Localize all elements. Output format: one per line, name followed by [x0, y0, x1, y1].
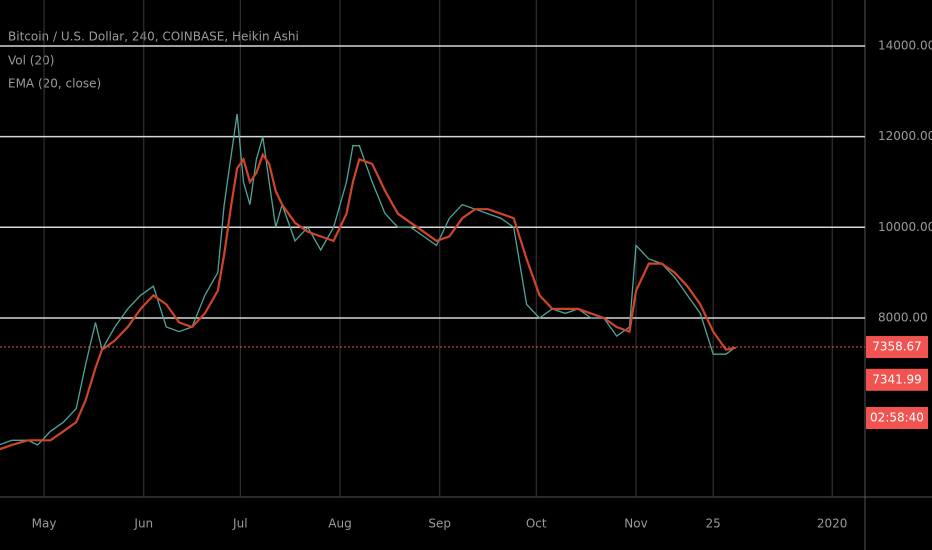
- price-label-box: [866, 336, 928, 359]
- y-tick-label: 14000.00: [878, 39, 932, 53]
- indicator-label: EMA (20, close): [8, 77, 101, 91]
- x-tick-label: Oct: [526, 517, 547, 531]
- chart-title: Bitcoin / U.S. Dollar, 240, COINBASE, He…: [8, 30, 299, 44]
- price-label: 7358.67: [872, 340, 922, 354]
- y-tick-label: 10000.00: [878, 220, 932, 234]
- series-line: [0, 113, 737, 446]
- x-tick-label: 25: [706, 517, 721, 531]
- x-tick-label: Jul: [232, 517, 247, 531]
- price-label-box: [866, 368, 928, 391]
- y-tick-label: 12000.00: [878, 129, 932, 143]
- series-line: [0, 152, 736, 451]
- x-tick-label: 2020: [817, 517, 848, 531]
- x-tick-label: May: [32, 517, 57, 531]
- y-tick-label: 8000.00: [878, 310, 928, 324]
- price-label-box: [866, 407, 928, 429]
- x-tick-label: Nov: [624, 517, 647, 531]
- x-tick-label: Jun: [133, 517, 153, 531]
- indicator-label: Vol (20): [8, 54, 54, 68]
- price-label: 7341.99: [872, 372, 922, 386]
- x-tick-label: Aug: [328, 517, 351, 531]
- x-tick-label: Sep: [428, 517, 451, 531]
- price-label: 02:58:40: [870, 411, 924, 425]
